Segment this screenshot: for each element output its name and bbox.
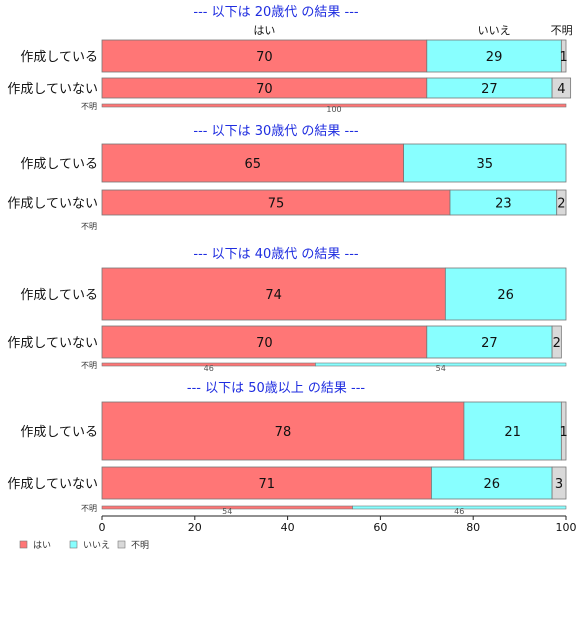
bar-segment [444,267,567,321]
bar-segment [101,189,451,216]
legend-label: はい [33,540,51,551]
group-title: --- 以下は 50歳以上 の結果 --- [187,381,366,396]
bar-segment [101,466,432,500]
bar-value-label: 74 [265,288,282,303]
bar-value-label: 2 [553,336,561,351]
x-tick-label: 20 [188,521,202,534]
bar-value-label: 65 [245,157,262,172]
bar-value-label: 29 [486,50,503,65]
legend-swatch [69,540,78,549]
bar-value-label: 35 [477,157,494,172]
bar-value-label: 46 [204,364,214,373]
bar-segment [403,143,567,183]
bar-segment [560,401,567,461]
bar-segment [431,466,553,500]
group-title: --- 以下は 20歳代 の結果 --- [193,5,359,20]
category-header: はい [253,24,275,37]
bar-segment [101,267,446,321]
row-label: 作成していない [7,197,98,212]
row-label: 作成している [20,157,98,172]
row-label: 作成している [20,288,98,303]
bar-segment [449,189,558,216]
bar-segment [556,189,567,216]
bar-value-label: 70 [256,336,273,351]
row-label: 作成していない [7,477,98,492]
bar-value-label: 21 [504,425,521,440]
bar-value-label: 100 [326,105,341,114]
bar-segment [101,401,465,461]
group-title: --- 以下は 30歳代 の結果 --- [193,124,359,139]
row-label: 作成していない [7,82,98,97]
bar-value-label: 23 [495,197,512,212]
bar-value-label: 54 [436,364,446,373]
bar-segment [551,466,567,500]
bar-value-label: 54 [222,507,232,516]
bar-segment [101,39,428,73]
bar-value-label: 1 [560,50,568,65]
x-tick-label: 0 [99,521,106,534]
bar-value-label: 2 [557,197,565,212]
bar-segment [352,505,567,510]
legend-label: 不明 [131,540,149,551]
bar-value-label: 71 [258,477,275,492]
row-label: 作成している [20,425,98,440]
bar-segment [426,39,562,73]
bar-value-label: 26 [483,477,500,492]
bar-segment [315,362,567,367]
bar-value-label: 27 [481,82,498,97]
category-header: 不明 [551,24,573,37]
row-label: 不明 [81,222,97,231]
bar-segment [560,39,567,73]
bar-segment [426,325,553,359]
row-label: 作成していない [7,336,98,351]
bar-value-label: 75 [268,197,285,212]
row-label: 作成している [20,50,98,65]
bar-value-label: 26 [497,288,514,303]
bar-value-label: 1 [560,425,568,440]
row-label: 不明 [81,102,97,111]
legend-label: いいえ [83,540,110,551]
bar-value-label: 3 [555,477,563,492]
legend-swatch [117,540,126,549]
bar-segment [101,325,428,359]
x-tick-label: 80 [466,521,480,534]
x-tick-label: 60 [373,521,387,534]
category-header: いいえ [478,24,511,37]
bar-value-label: 27 [481,336,498,351]
bar-value-label: 4 [557,82,565,97]
row-label: 不明 [81,504,97,513]
bar-value-label: 70 [256,82,273,97]
legend-swatch [19,540,28,549]
bar-segment [101,103,567,108]
bar-value-label: 46 [454,507,464,516]
x-tick-label: 100 [556,521,577,534]
x-tick-label: 40 [281,521,295,534]
bar-value-label: 70 [256,50,273,65]
row-label: 不明 [81,361,97,370]
group-title: --- 以下は 40歳代 の結果 --- [193,247,359,262]
bar-segment [551,77,572,99]
bar-segment [551,325,562,359]
bar-value-label: 78 [275,425,292,440]
